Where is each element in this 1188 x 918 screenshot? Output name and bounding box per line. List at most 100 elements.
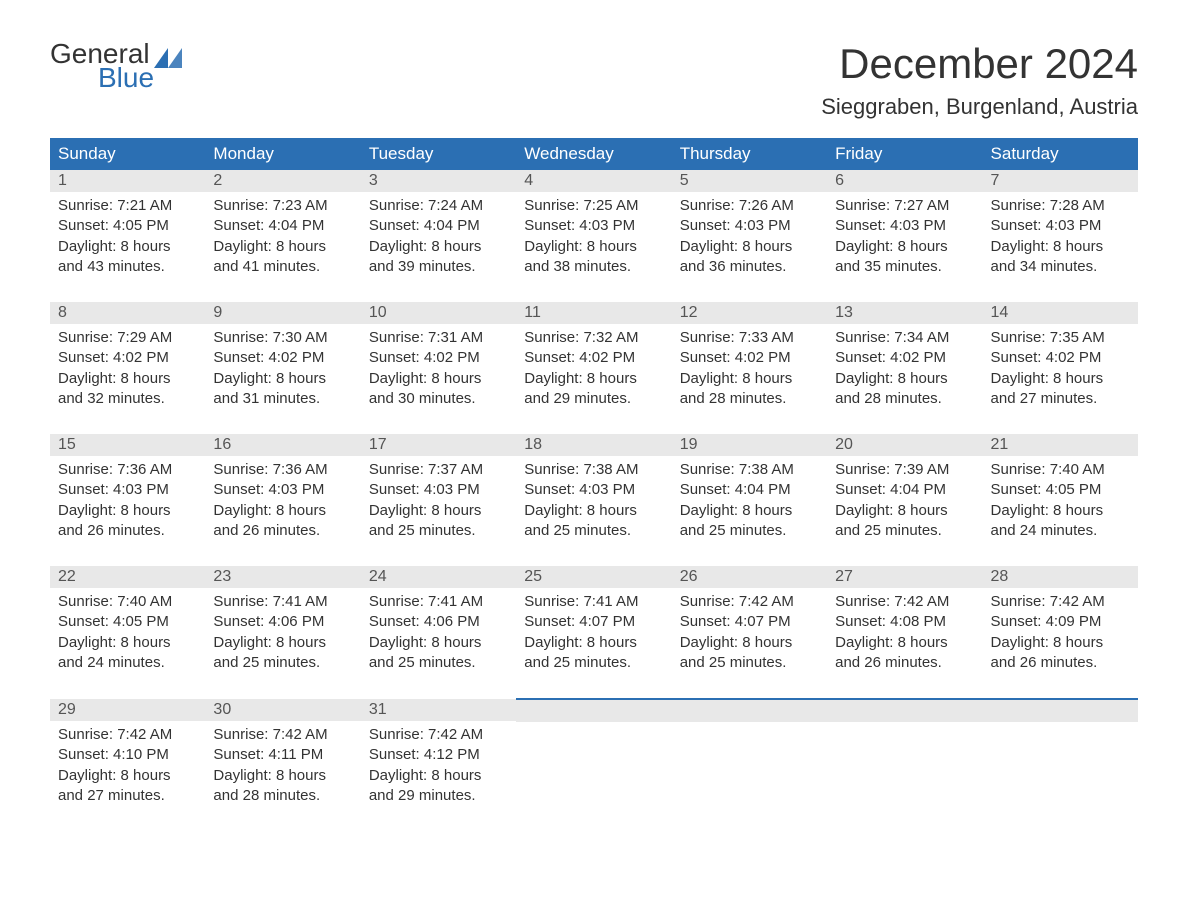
day-number: 30 [205,699,360,721]
day-body: Sunrise: 7:37 AMSunset: 4:03 PMDaylight:… [361,456,516,566]
day-body: Sunrise: 7:41 AMSunset: 4:06 PMDaylight:… [361,588,516,698]
sunrise-line: Sunrise: 7:36 AM [213,460,352,480]
day-body: Sunrise: 7:42 AMSunset: 4:09 PMDaylight:… [983,588,1138,698]
day-cell: 18Sunrise: 7:38 AMSunset: 4:03 PMDayligh… [516,434,671,566]
daylight-line-1: Daylight: 8 hours [213,633,352,653]
day-cell: 21Sunrise: 7:40 AMSunset: 4:05 PMDayligh… [983,434,1138,566]
day-number: 4 [516,170,671,192]
day-cell: 28Sunrise: 7:42 AMSunset: 4:09 PMDayligh… [983,566,1138,699]
sunset-line: Sunset: 4:05 PM [991,480,1130,500]
day-body: Sunrise: 7:21 AMSunset: 4:05 PMDaylight:… [50,192,205,302]
day-body: Sunrise: 7:35 AMSunset: 4:02 PMDaylight:… [983,324,1138,434]
month-title: December 2024 [821,40,1138,88]
day-header: Tuesday [361,138,516,170]
day-body: Sunrise: 7:23 AMSunset: 4:04 PMDaylight:… [205,192,360,302]
day-number: 29 [50,699,205,721]
sunset-line: Sunset: 4:02 PM [213,348,352,368]
sunrise-line: Sunrise: 7:42 AM [680,592,819,612]
day-body: Sunrise: 7:30 AMSunset: 4:02 PMDaylight:… [205,324,360,434]
day-number: 18 [516,434,671,456]
daylight-line-1: Daylight: 8 hours [58,633,197,653]
sunrise-line: Sunrise: 7:34 AM [835,328,974,348]
day-number: 7 [983,170,1138,192]
day-cell: 13Sunrise: 7:34 AMSunset: 4:02 PMDayligh… [827,302,982,434]
day-cell: 31 Sunrise: 7:42 AMSunset: 4:12 PMDayligh… [361,699,516,832]
day-body: Sunrise: 7:32 AMSunset: 4:02 PMDaylight:… [516,324,671,434]
day-cell-empty [516,699,671,832]
day-body: Sunrise: 7:33 AMSunset: 4:02 PMDaylight:… [672,324,827,434]
calendar-table: SundayMondayTuesdayWednesdayThursdayFrid… [50,138,1138,832]
calendar-week: 8Sunrise: 7:29 AMSunset: 4:02 PMDaylight… [50,302,1138,434]
daylight-line-2: and 35 minutes. [835,257,974,277]
sunrise-line: Sunrise: 7:23 AM [213,196,352,216]
day-number-empty [516,700,671,722]
day-cell: 5Sunrise: 7:26 AMSunset: 4:03 PMDaylight… [672,170,827,302]
sunset-line: Sunset: 4:02 PM [680,348,819,368]
daylight-line-2: and 29 minutes. [369,786,508,806]
day-number: 13 [827,302,982,324]
day-number: 9 [205,302,360,324]
sunrise-line: Sunrise: 7:27 AM [835,196,974,216]
day-cell: 24Sunrise: 7:41 AMSunset: 4:06 PMDayligh… [361,566,516,699]
day-body: Sunrise: 7:40 AMSunset: 4:05 PMDaylight:… [983,456,1138,566]
daylight-line-2: and 26 minutes. [991,653,1130,673]
day-number: 2 [205,170,360,192]
day-cell: 16Sunrise: 7:36 AMSunset: 4:03 PMDayligh… [205,434,360,566]
calendar-week: 1Sunrise: 7:21 AMSunset: 4:05 PMDaylight… [50,170,1138,302]
logo-text-blue: Blue [98,64,182,92]
daylight-line-1: Daylight: 8 hours [213,501,352,521]
day-header: Friday [827,138,982,170]
day-body: Sunrise: 7:42 AMSunset: 4:10 PMDaylight:… [50,721,205,831]
daylight-line-1: Daylight: 8 hours [524,237,663,257]
day-number: 25 [516,566,671,588]
day-body: Sunrise: 7:41 AMSunset: 4:07 PMDaylight:… [516,588,671,698]
day-cell: 22Sunrise: 7:40 AMSunset: 4:05 PMDayligh… [50,566,205,699]
sunrise-line: Sunrise: 7:32 AM [524,328,663,348]
sunset-line: Sunset: 4:12 PM [369,745,508,765]
daylight-line-1: Daylight: 8 hours [213,766,352,786]
day-number: 26 [672,566,827,588]
calendar-body: 1Sunrise: 7:21 AMSunset: 4:05 PMDaylight… [50,170,1138,832]
page-header: General Blue December 2024 Sieggraben, B… [50,40,1138,120]
sunrise-line: Sunrise: 7:36 AM [58,460,197,480]
sunrise-line: Sunrise: 7:41 AM [213,592,352,612]
day-number: 31 [361,699,516,721]
day-cell-empty [672,699,827,832]
day-number: 24 [361,566,516,588]
sunrise-line: Sunrise: 7:31 AM [369,328,508,348]
daylight-line-1: Daylight: 8 hours [369,766,508,786]
day-body: Sunrise: 7:42 AMSunset: 4:11 PMDaylight:… [205,721,360,831]
day-body: Sunrise: 7:42 AMSunset: 4:08 PMDaylight:… [827,588,982,698]
sunset-line: Sunset: 4:07 PM [680,612,819,632]
day-number: 15 [50,434,205,456]
day-number: 1 [50,170,205,192]
day-cell: 26Sunrise: 7:42 AMSunset: 4:07 PMDayligh… [672,566,827,699]
daylight-line-1: Daylight: 8 hours [213,369,352,389]
day-body-empty [516,722,671,832]
day-number: 14 [983,302,1138,324]
day-cell: 30Sunrise: 7:42 AMSunset: 4:11 PMDayligh… [205,699,360,832]
day-body: Sunrise: 7:39 AMSunset: 4:04 PMDaylight:… [827,456,982,566]
day-number: 10 [361,302,516,324]
daylight-line-2: and 41 minutes. [213,257,352,277]
sunset-line: Sunset: 4:06 PM [369,612,508,632]
daylight-line-1: Daylight: 8 hours [991,501,1130,521]
day-cell: 19Sunrise: 7:38 AMSunset: 4:04 PMDayligh… [672,434,827,566]
location-subtitle: Sieggraben, Burgenland, Austria [821,94,1138,120]
daylight-line-1: Daylight: 8 hours [991,369,1130,389]
day-cell: 2Sunrise: 7:23 AMSunset: 4:04 PMDaylight… [205,170,360,302]
day-cell: 4Sunrise: 7:25 AMSunset: 4:03 PMDaylight… [516,170,671,302]
daylight-line-1: Daylight: 8 hours [524,633,663,653]
sunrise-line: Sunrise: 7:42 AM [369,725,508,745]
daylight-line-2: and 25 minutes. [369,653,508,673]
daylight-line-1: Daylight: 8 hours [524,369,663,389]
daylight-line-2: and 27 minutes. [58,786,197,806]
day-number: 8 [50,302,205,324]
daylight-line-1: Daylight: 8 hours [524,501,663,521]
day-cell: 15Sunrise: 7:36 AMSunset: 4:03 PMDayligh… [50,434,205,566]
daylight-line-2: and 26 minutes. [213,521,352,541]
day-number: 27 [827,566,982,588]
sunrise-line: Sunrise: 7:39 AM [835,460,974,480]
day-header: Wednesday [516,138,671,170]
day-number: 6 [827,170,982,192]
